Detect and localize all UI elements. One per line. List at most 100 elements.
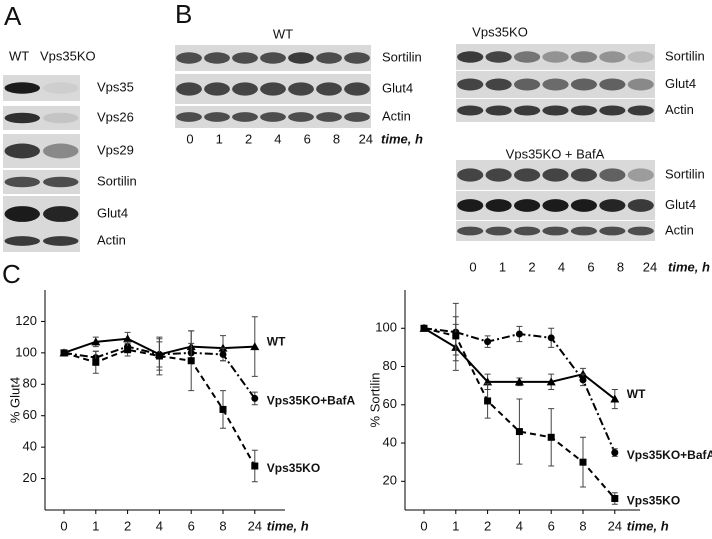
y-tick-label: 20 [383, 473, 397, 488]
protein-label: Sortilin [97, 173, 137, 188]
blot-band [457, 199, 484, 212]
blot-band [204, 112, 230, 122]
series-label: Vps35KO [627, 494, 680, 508]
protein-label: Actin [97, 232, 126, 247]
y-tick-label: 40 [23, 439, 37, 454]
lane-label: Vps35KO [40, 48, 96, 63]
blot-band [485, 78, 512, 91]
data-point [91, 337, 101, 346]
blot-band [542, 78, 569, 91]
blot-title: WT [273, 26, 293, 41]
blot-band [627, 199, 654, 212]
series-label: Vps35KO+BafA [627, 448, 712, 462]
blot-band [176, 82, 202, 96]
y-tick-label: 120 [15, 313, 37, 328]
blot-band [204, 82, 230, 96]
blot-band [344, 82, 370, 96]
time-label: 4 [558, 259, 565, 274]
data-point [611, 495, 619, 503]
y-tick-label: 60 [23, 407, 37, 422]
time-label: 2 [528, 259, 535, 274]
blot-band [627, 51, 654, 63]
data-point [484, 338, 492, 346]
time-label: 0 [469, 259, 476, 274]
blot-band [627, 105, 654, 116]
blot-band [570, 199, 598, 212]
data-point [515, 428, 523, 436]
blot-band [260, 52, 286, 64]
blot-band [457, 78, 484, 91]
blot-band [485, 105, 512, 116]
y-tick-label: 100 [15, 344, 37, 359]
panel-letter: C [2, 259, 21, 289]
time-label: 24 [643, 259, 657, 274]
data-point [155, 352, 163, 360]
blot-band [599, 199, 626, 212]
protein-label: Vps26 [97, 109, 134, 124]
data-point [514, 377, 524, 386]
time-axis-label: time, h [668, 259, 710, 274]
blot-band [513, 226, 541, 236]
blot-band [4, 82, 40, 94]
blot-band [43, 82, 79, 94]
time-label: 2 [245, 131, 252, 146]
blot-band [204, 52, 230, 64]
blot-band [599, 168, 626, 182]
blot-band [457, 226, 484, 236]
blot-band [344, 112, 370, 122]
panel-letter: B [175, 0, 192, 29]
blot-band [176, 112, 202, 122]
blot-title: Vps35KO [472, 24, 528, 39]
blot-band [457, 168, 484, 182]
time-axis-label: time, h [381, 131, 423, 146]
blot-band [316, 112, 342, 122]
blot-band [43, 143, 79, 159]
protein-label: Sortilin [665, 166, 705, 181]
data-point [251, 394, 259, 402]
blot-band [542, 105, 569, 116]
time-label: 8 [617, 259, 624, 274]
blot-band [457, 105, 484, 116]
blot-band [570, 78, 598, 91]
blot-band [4, 176, 40, 188]
x-tick-label: 1 [452, 518, 459, 533]
data-point [124, 346, 132, 354]
y-tick-label: 80 [383, 358, 397, 373]
blot-band [232, 112, 258, 122]
blot-band [570, 226, 598, 236]
blot-band [627, 78, 654, 91]
blot-band [542, 199, 569, 212]
data-point [219, 405, 227, 413]
blot-band [570, 51, 598, 63]
x-tick-label: 4 [516, 518, 523, 533]
blot-band [485, 51, 512, 63]
data-point [547, 334, 555, 342]
blot-band [344, 52, 370, 64]
blot-band [316, 82, 342, 96]
blot-band [513, 168, 541, 182]
y-tick-label: 100 [375, 320, 397, 335]
blot-band [599, 105, 626, 116]
series-label: WT [627, 387, 646, 401]
blot-band [232, 52, 258, 64]
series-label: Vps35KO [267, 461, 320, 475]
blot-band [43, 112, 79, 124]
protein-label: Actin [665, 102, 694, 117]
series-label: Vps35KO+BafA [267, 394, 356, 408]
data-point [610, 394, 620, 403]
data-point [187, 357, 195, 365]
data-point [452, 332, 460, 340]
data-point [92, 358, 100, 366]
blot-band [513, 51, 541, 63]
time-label: 8 [333, 131, 340, 146]
series-label: WT [267, 335, 286, 349]
protein-label: Vps29 [97, 142, 134, 157]
y-axis-label: % Glut4 [7, 377, 22, 423]
data-point [123, 334, 133, 343]
protein-label: Vps35 [97, 79, 134, 94]
protein-label: Glut4 [97, 205, 128, 220]
x-tick-label: 8 [579, 518, 586, 533]
blot-band [599, 51, 626, 63]
blot-band [4, 206, 40, 222]
